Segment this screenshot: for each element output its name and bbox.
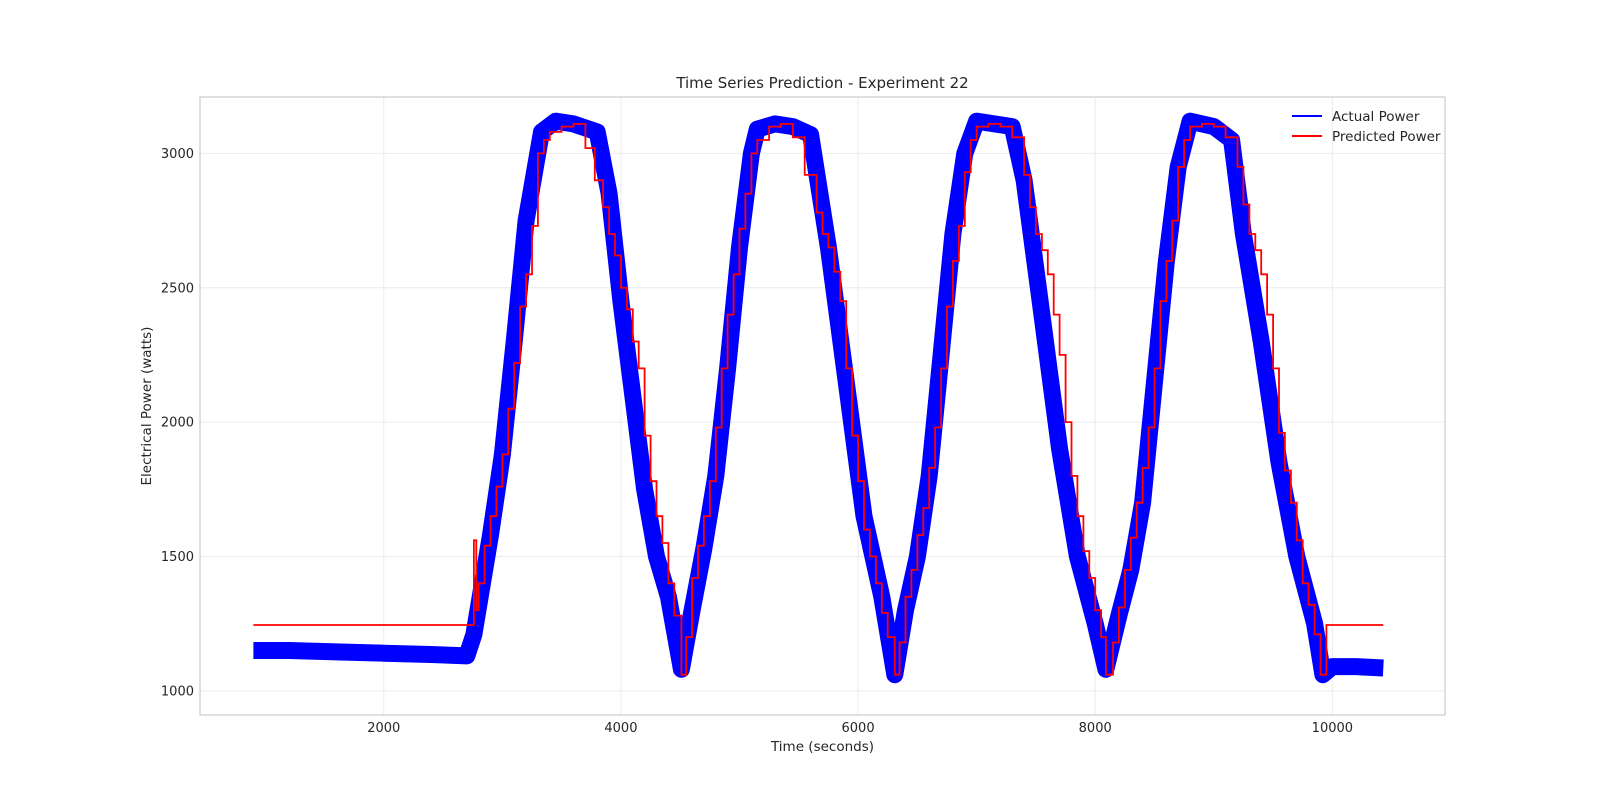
y-tick-label: 3000 [161, 147, 194, 162]
legend: Actual Power Predicted Power [1292, 109, 1441, 145]
x-tick-label: 2000 [367, 721, 400, 736]
x-axis-title: Time (seconds) [770, 739, 874, 755]
series-line-predicted-power [253, 123, 1384, 676]
series-layer [253, 112, 1384, 684]
y-tick-label: 1000 [161, 684, 194, 699]
x-tick-label: 10000 [1312, 721, 1353, 736]
y-axis-title: Electrical Power (watts) [139, 327, 155, 486]
legend-label: Predicted Power [1332, 129, 1441, 145]
y-tick-label: 1500 [161, 550, 194, 565]
legend-label: Actual Power [1332, 109, 1420, 125]
plot-area-frame [199, 96, 1446, 716]
x-tick-label: 8000 [1079, 721, 1112, 736]
y-tick-label: 2500 [161, 281, 194, 296]
axis-ticks: 2000 4000 6000 8000 10000 1000 1500 2000 2500 300… [161, 147, 1353, 736]
y-tick-label: 2000 [161, 416, 194, 431]
chart-title: Time Series Prediction - Experiment 22 [675, 74, 968, 92]
x-tick-label: 6000 [842, 721, 875, 736]
x-tick-label: 4000 [604, 721, 637, 736]
